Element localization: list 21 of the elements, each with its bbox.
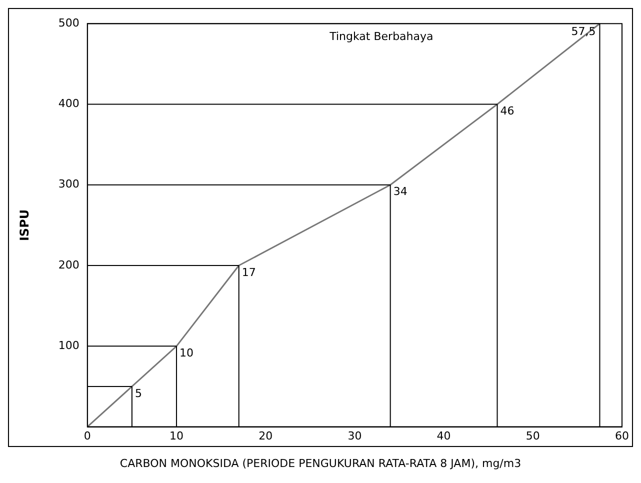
x-tick-label: 10 (169, 429, 184, 442)
x-tick-label: 0 (84, 429, 91, 442)
annotation: 57,5 (571, 24, 596, 38)
y-tick-label: 400 (58, 97, 80, 110)
y-tick-label: 200 (58, 258, 80, 272)
x-axis-title: CARBON MONOKSIDA (PERIODE PENGUKURAN RATA-RATA 8 JAM), mg/m3 (118, 457, 522, 470)
annotation: Tingkat Berbahaya (328, 30, 434, 43)
y-axis-title: ISPU (17, 209, 32, 242)
y-tick-label: 500 (58, 16, 80, 30)
x-tick-label: 50 (526, 429, 540, 442)
x-tick-label: 40 (436, 429, 451, 442)
annotation: 5 (134, 386, 142, 400)
x-tick-label: 60 (615, 429, 629, 442)
x-tick-label: 30 (348, 429, 362, 442)
annotation: 34 (393, 185, 408, 198)
x-tick-label: 20 (258, 429, 273, 442)
annotation: 17 (242, 266, 256, 279)
annotation: 46 (500, 104, 514, 118)
y-tick-label: 100 (58, 339, 80, 352)
y-tick-label: 300 (58, 178, 80, 191)
annotation: 10 (179, 346, 194, 360)
